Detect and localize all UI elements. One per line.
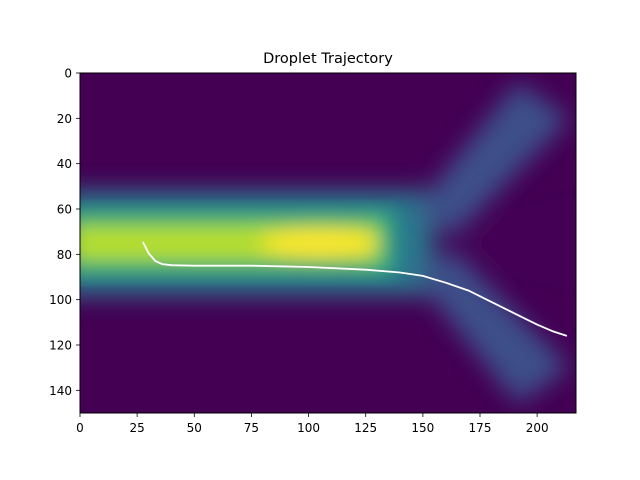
x-tick-label: 150 (411, 421, 434, 435)
chart-title: Droplet Trajectory (263, 51, 393, 67)
y-tick-label: 40 (57, 157, 72, 171)
channel-core (80, 212, 393, 274)
y-tick-label: 120 (49, 339, 72, 353)
plot-area (80, 73, 576, 413)
x-tick-label: 0 (76, 421, 84, 435)
x-tick-label: 175 (469, 421, 492, 435)
x-tick-label: 100 (297, 421, 320, 435)
heatmap-field (80, 82, 576, 404)
y-tick-label: 140 (49, 384, 72, 398)
trajectory-line (142, 241, 568, 337)
y-tick-label: 20 (57, 112, 72, 126)
x-tick-label: 75 (244, 421, 259, 435)
x-tick-label: 50 (187, 421, 202, 435)
x-axis: 0 25 50 75 100 125 150 175 200 (76, 413, 549, 435)
y-tick-label: 0 (64, 67, 72, 81)
y-tick-label: 100 (49, 293, 72, 307)
x-tick-label: 125 (354, 421, 377, 435)
y-axis: 0 20 40 60 80 100 120 140 (49, 67, 80, 398)
y-tick-label: 60 (57, 203, 72, 217)
y-tick-label: 80 (57, 248, 72, 262)
x-tick-label: 200 (526, 421, 549, 435)
x-tick-label: 25 (130, 421, 145, 435)
plot-frame (79, 72, 577, 414)
